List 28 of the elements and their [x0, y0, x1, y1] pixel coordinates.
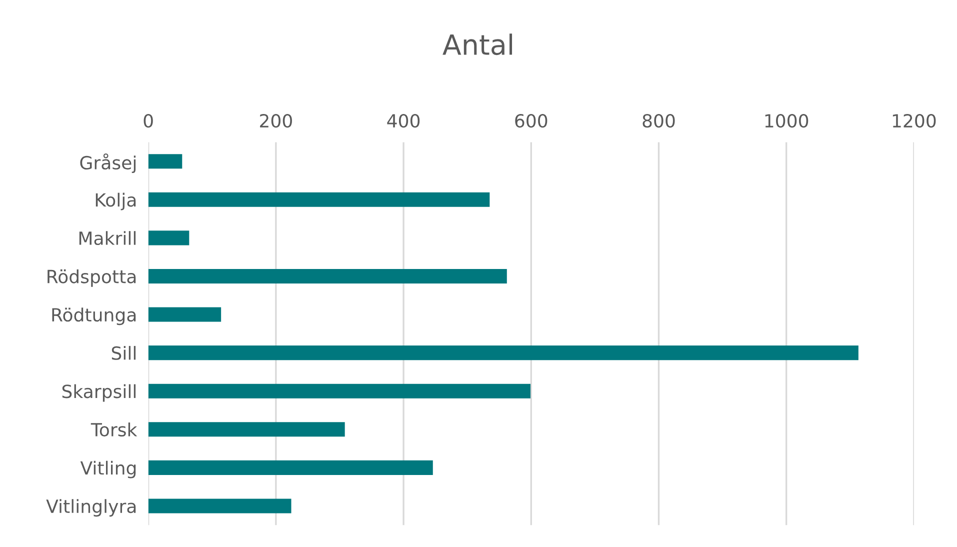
bar [148, 268, 507, 284]
y-tick-label: Vitling [80, 460, 136, 478]
bar [148, 460, 433, 475]
x-tick-label: 200 [260, 114, 292, 128]
x-tick-label: 800 [642, 114, 675, 128]
x-tick-label: 1000 [765, 114, 808, 128]
y-tick-label: Skarpsill [62, 384, 136, 402]
y-tick-label: Torsk [90, 422, 138, 437]
y-tick-label: Makrill [79, 231, 136, 246]
bar [148, 192, 490, 207]
bar [148, 422, 345, 437]
y-tick-label: Kolja [96, 192, 136, 210]
bar [148, 307, 222, 322]
bar [148, 346, 858, 360]
bar [148, 384, 530, 398]
x-tick-label: 1200 [892, 114, 936, 128]
chart-title: Antal [442, 34, 512, 56]
y-tick-label: Vitlinglyra [46, 499, 136, 517]
bar [148, 230, 190, 246]
bar [148, 498, 292, 514]
bar [148, 154, 182, 169]
y-tick-label: Rödspotta [48, 269, 136, 287]
y-tick-label: Gråsej [80, 153, 136, 174]
y-tick-label: Rödtunga [52, 308, 136, 326]
x-tick-label: 600 [515, 114, 548, 128]
x-tick-label: 0 [144, 114, 153, 128]
x-tick-label: 400 [387, 114, 420, 128]
y-tick-label: Sill [112, 346, 136, 360]
